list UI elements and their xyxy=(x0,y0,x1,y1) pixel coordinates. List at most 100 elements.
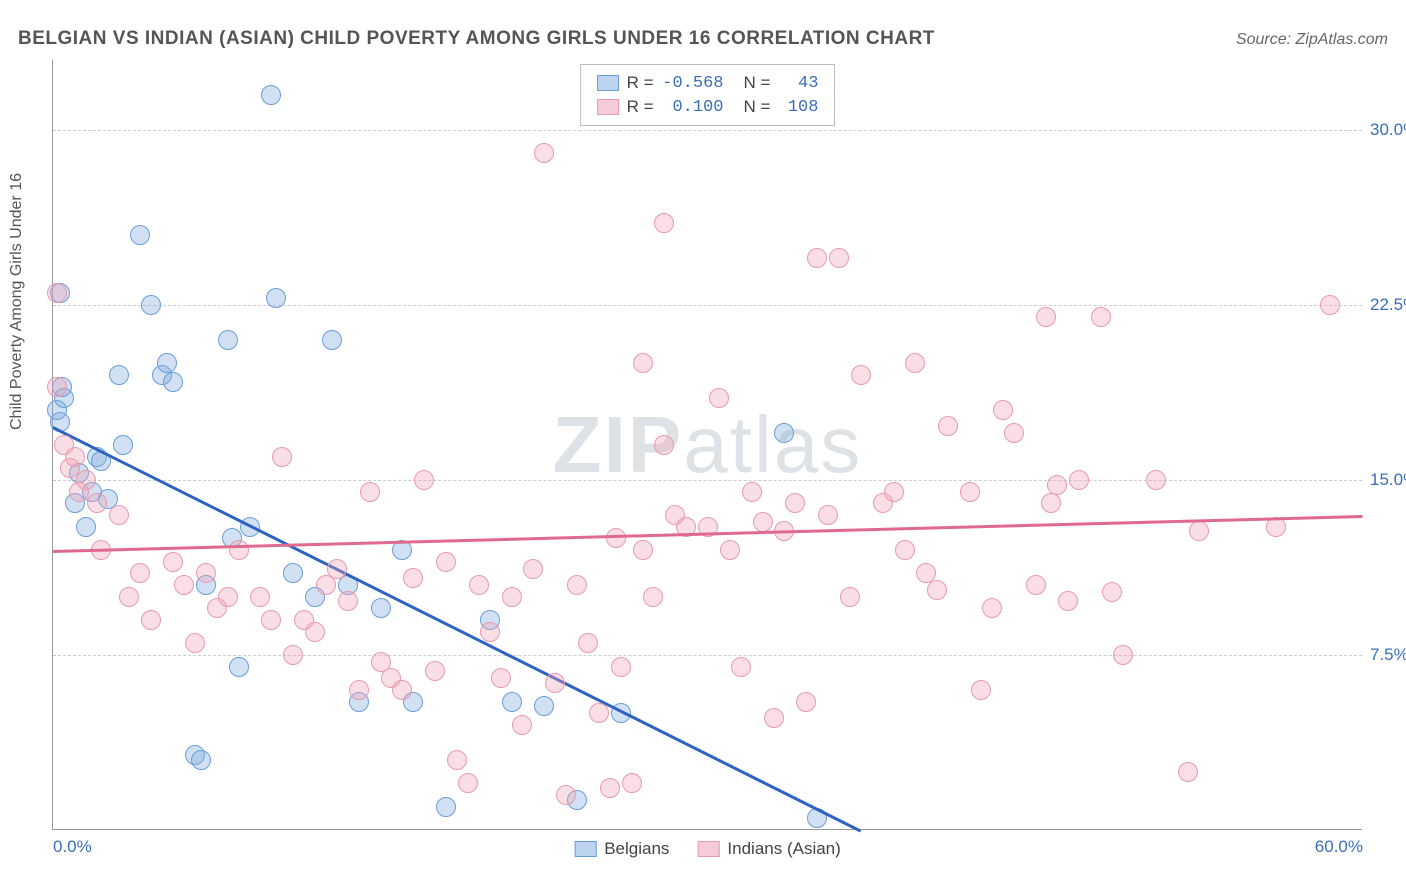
legend-n-label: N = xyxy=(744,73,771,93)
data-point xyxy=(360,482,380,502)
data-point xyxy=(578,633,598,653)
data-point xyxy=(261,85,281,105)
data-point xyxy=(76,517,96,537)
data-point xyxy=(141,610,161,630)
data-point xyxy=(774,423,794,443)
data-point xyxy=(338,591,358,611)
data-point xyxy=(938,416,958,436)
data-point xyxy=(47,377,67,397)
data-point xyxy=(327,559,347,579)
data-point xyxy=(993,400,1013,420)
data-point xyxy=(1047,475,1067,495)
correlation-legend: R =-0.568N =43R =0.100N =108 xyxy=(580,64,836,126)
data-point xyxy=(927,580,947,600)
legend-n-value: 108 xyxy=(778,98,818,117)
data-point xyxy=(851,365,871,385)
data-point xyxy=(960,482,980,502)
legend-r-value: 0.100 xyxy=(662,98,724,117)
data-point xyxy=(1146,470,1166,490)
data-point xyxy=(1058,591,1078,611)
data-point xyxy=(218,330,238,350)
data-point xyxy=(109,505,129,525)
gridline xyxy=(53,305,1362,306)
data-point xyxy=(622,773,642,793)
data-point xyxy=(491,668,511,688)
data-point xyxy=(633,353,653,373)
data-point xyxy=(349,680,369,700)
data-point xyxy=(480,622,500,642)
data-point xyxy=(191,750,211,770)
data-point xyxy=(1113,645,1133,665)
gridline xyxy=(53,655,1362,656)
watermark: ZIPatlas xyxy=(553,399,862,491)
data-point xyxy=(469,575,489,595)
data-point xyxy=(796,692,816,712)
legend-row: R =-0.568N =43 xyxy=(597,71,819,95)
data-point xyxy=(163,552,183,572)
data-point xyxy=(218,587,238,607)
legend-label: Indians (Asian) xyxy=(727,839,840,859)
data-point xyxy=(119,587,139,607)
data-point xyxy=(534,143,554,163)
data-point xyxy=(65,447,85,467)
data-point xyxy=(829,248,849,268)
data-point xyxy=(611,657,631,677)
data-point xyxy=(1320,295,1340,315)
data-point xyxy=(425,661,445,681)
data-point xyxy=(502,587,522,607)
data-point xyxy=(982,598,1002,618)
series-legend: Belgians Indians (Asian) xyxy=(574,839,841,859)
data-point xyxy=(971,680,991,700)
x-tick-label: 0.0% xyxy=(53,837,92,857)
data-point xyxy=(807,248,827,268)
data-point xyxy=(764,708,784,728)
data-point xyxy=(785,493,805,513)
legend-swatch xyxy=(597,75,619,91)
data-point xyxy=(1069,470,1089,490)
legend-r-label: R = xyxy=(627,97,654,117)
data-point xyxy=(163,372,183,392)
trendline xyxy=(52,426,861,832)
scatter-plot-area: ZIPatlas R =-0.568N =43R =0.100N =108 Be… xyxy=(52,60,1362,830)
series-legend-item: Belgians xyxy=(574,839,669,859)
data-point xyxy=(884,482,904,502)
data-point xyxy=(1004,423,1024,443)
chart-title: BELGIAN VS INDIAN (ASIAN) CHILD POVERTY … xyxy=(18,28,935,50)
legend-label: Belgians xyxy=(604,839,669,859)
data-point xyxy=(87,493,107,513)
data-point xyxy=(742,482,762,502)
gridline xyxy=(53,480,1362,481)
data-point xyxy=(322,330,342,350)
data-point xyxy=(643,587,663,607)
legend-swatch xyxy=(597,99,619,115)
data-point xyxy=(47,283,67,303)
data-point xyxy=(731,657,751,677)
data-point xyxy=(76,470,96,490)
legend-n-label: N = xyxy=(744,97,771,117)
data-point xyxy=(589,703,609,723)
data-point xyxy=(523,559,543,579)
data-point xyxy=(157,353,177,373)
data-point xyxy=(458,773,478,793)
data-point xyxy=(109,365,129,385)
data-point xyxy=(141,295,161,315)
data-point xyxy=(905,353,925,373)
data-point xyxy=(600,778,620,798)
data-point xyxy=(261,610,281,630)
y-tick-label: 22.5% xyxy=(1370,295,1406,315)
data-point xyxy=(250,587,270,607)
data-point xyxy=(1041,493,1061,513)
data-point xyxy=(502,692,522,712)
data-point xyxy=(436,552,456,572)
data-point xyxy=(1036,307,1056,327)
data-point xyxy=(534,696,554,716)
legend-r-value: -0.568 xyxy=(662,74,724,93)
y-tick-label: 7.5% xyxy=(1370,645,1406,665)
data-point xyxy=(633,540,653,560)
y-axis-label: Child Poverty Among Girls Under 16 xyxy=(8,173,26,430)
data-point xyxy=(272,447,292,467)
legend-r-label: R = xyxy=(627,73,654,93)
data-point xyxy=(1189,521,1209,541)
data-point xyxy=(606,528,626,548)
data-point xyxy=(130,563,150,583)
